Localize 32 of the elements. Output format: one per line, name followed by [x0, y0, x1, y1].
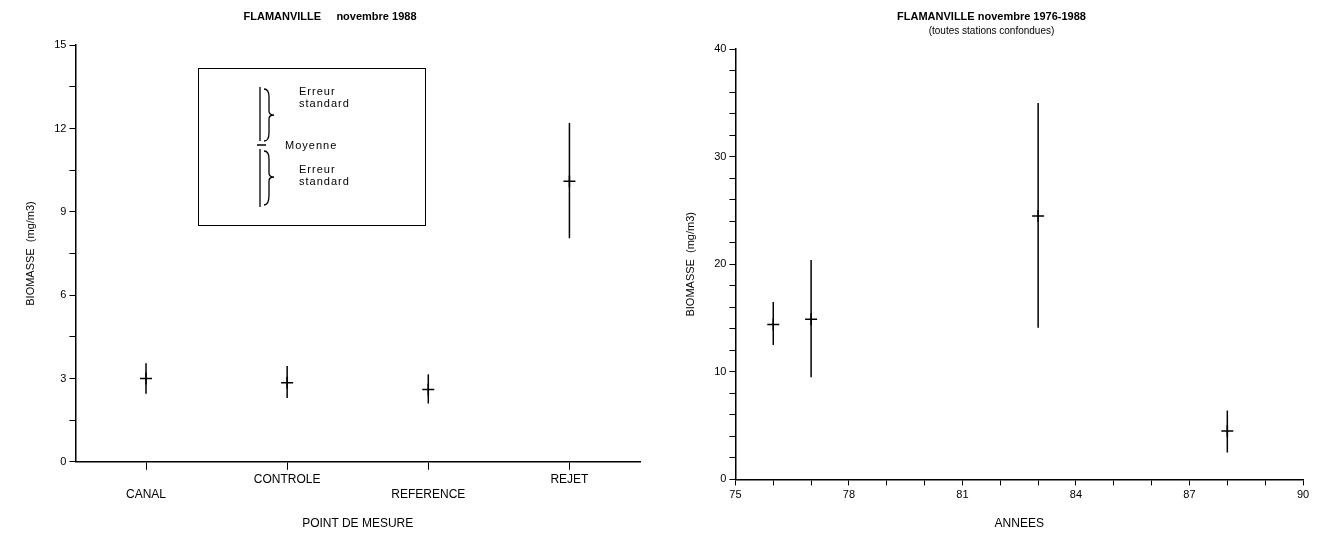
y-tick-label: 0 [720, 472, 727, 485]
x-tick-label: REJET [550, 472, 590, 487]
annotation: Erreur standard [299, 163, 351, 187]
x-tick-label: 78 [842, 488, 856, 501]
y-tick-label: 12 [54, 121, 67, 134]
x-axis-title: POINT DE MESURE [302, 516, 414, 531]
annotation: Erreur standard [299, 85, 351, 109]
y-axis-title: BIOMASSE (mg/m3) [683, 212, 696, 317]
y-tick-label: 10 [714, 364, 727, 377]
y-tick-label: 3 [60, 371, 67, 384]
x-axis-title: ANNEES [994, 516, 1044, 531]
y-tick-label: 15 [54, 38, 67, 51]
x-tick-label: 87 [1183, 488, 1196, 501]
x-tick-label: REFERENCE [391, 486, 466, 501]
chart-title: FLAMANVILLE novembre 1988 [243, 9, 417, 22]
chart-title: FLAMANVILLE novembre 1976-1988 [897, 9, 1086, 22]
y-axis-title: BIOMASSE (mg/m3) [23, 201, 36, 306]
y-tick-label: 30 [714, 149, 727, 162]
y-tick-label: 0 [60, 454, 67, 467]
y-tick-label: 40 [714, 42, 727, 55]
x-tick-label: CANAL [126, 486, 167, 501]
x-tick-label: 90 [1296, 488, 1310, 501]
key-box: Erreur standard Moyenne Erreur standard [198, 68, 426, 226]
y-tick-label: 20 [714, 257, 727, 270]
x-tick-label: 84 [1069, 488, 1083, 501]
x-tick-label: CONTROLE [253, 472, 321, 487]
chart-subtitle: (toutes stations confondues) [928, 24, 1055, 36]
x-tick-label: 75 [729, 488, 742, 501]
y-tick-label: 9 [60, 204, 67, 217]
annotation: Moyenne [285, 139, 338, 151]
x-tick-label: 81 [956, 488, 969, 501]
y-tick-label: 6 [60, 288, 67, 301]
